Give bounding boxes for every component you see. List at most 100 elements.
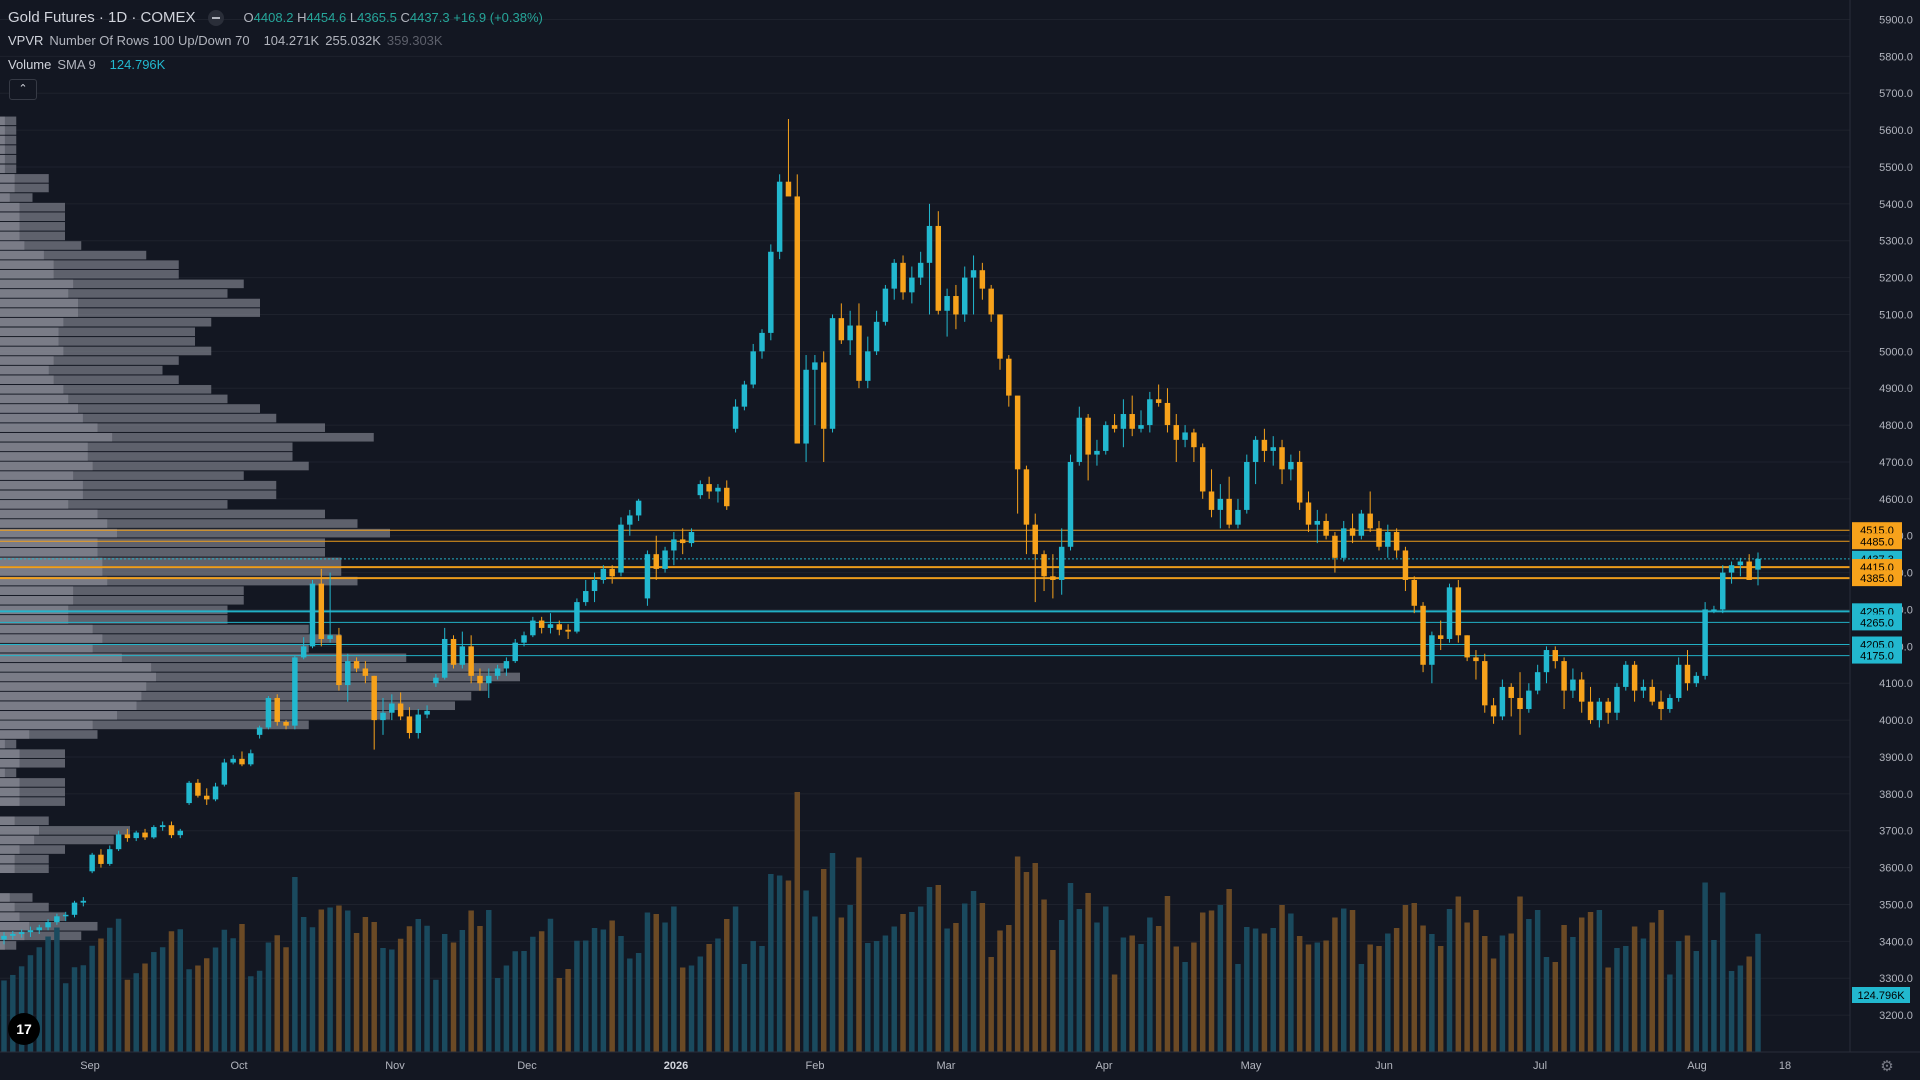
candle-body — [1455, 587, 1462, 636]
volume-bar — [917, 906, 924, 1052]
candle — [159, 821, 166, 831]
vpvr-bar-up — [0, 135, 5, 145]
vpvr-bar-up — [0, 643, 93, 653]
candle — [891, 259, 897, 300]
tradingview-logo-icon[interactable]: 17 — [8, 1013, 40, 1045]
candle-body — [1217, 498, 1224, 510]
volume-bar — [865, 943, 871, 1052]
volume-bar — [292, 877, 298, 1052]
volume-bar — [979, 903, 986, 1052]
vpvr-bar — [0, 413, 277, 423]
candle — [803, 355, 809, 462]
candle-body — [1261, 439, 1268, 451]
candle-body — [1191, 432, 1197, 448]
candle — [177, 828, 184, 839]
candle-body — [389, 703, 395, 713]
volume-bar — [345, 910, 351, 1052]
candle-body — [1570, 679, 1576, 691]
gear-icon[interactable]: ⚙ — [1880, 1058, 1894, 1075]
volume-bar — [486, 910, 492, 1052]
candle-body — [230, 758, 236, 763]
vpvr-legend[interactable]: VPVR Number Of Rows 100 Up/Down 70 104.2… — [8, 33, 443, 48]
y-tick-label: 4800.0 — [1879, 420, 1913, 432]
candle — [1067, 454, 1074, 551]
volume-bar — [177, 929, 184, 1052]
x-tick-label: 18 — [1779, 1060, 1791, 1072]
x-tick-label: Nov — [385, 1060, 405, 1072]
candle — [450, 635, 457, 669]
candle-body — [679, 539, 686, 544]
time-axis-background — [0, 1052, 1920, 1080]
volume-bar — [538, 931, 545, 1052]
vpvr-bar — [0, 500, 228, 509]
vpvr-bar — [0, 317, 212, 327]
vpvr-bar-up — [0, 921, 30, 931]
candle-body — [574, 602, 580, 632]
candle-body — [27, 930, 34, 933]
volume-bar — [1684, 935, 1691, 1052]
candle-body — [89, 854, 95, 872]
volume-bar — [1437, 946, 1444, 1052]
volume-legend[interactable]: Volume SMA 9 124.796K — [8, 57, 165, 72]
volume-bar — [274, 935, 280, 1052]
candle-body — [503, 661, 510, 669]
vpvr-name: VPVR — [8, 33, 44, 48]
vpvr-bar — [0, 365, 163, 375]
volume-bar — [1182, 962, 1188, 1052]
candle-body — [847, 325, 853, 341]
candle — [785, 119, 792, 197]
candle — [380, 697, 386, 735]
candle — [1138, 410, 1144, 433]
volume-bar — [1658, 910, 1664, 1052]
candle-body — [1182, 432, 1188, 440]
time-axis: Sep Oct Nov Dec 2026 Feb Mar Apr May Jun Jul Aug 18 — [0, 1051, 1920, 1080]
vpvr-bar — [0, 145, 17, 154]
candle — [1006, 355, 1012, 407]
volume-bar — [1288, 913, 1294, 1052]
vpvr-bar — [0, 595, 244, 605]
x-tick-label: Dec — [517, 1060, 537, 1072]
vpvr-bar — [0, 778, 65, 787]
vpvr-bar — [0, 135, 17, 145]
collapse-legend-button[interactable]: ⌃ — [9, 79, 37, 100]
volume-bar — [45, 936, 51, 1052]
volume-value: 124.796K — [109, 57, 166, 72]
candle-body — [362, 668, 369, 676]
candle-body — [1173, 425, 1180, 440]
vpvr-bar-up — [0, 758, 20, 768]
candle-body — [1614, 686, 1620, 713]
candle — [1490, 697, 1497, 724]
volume-axis-label: 124.796K — [1857, 990, 1905, 1002]
volume-bar — [1596, 910, 1603, 1052]
vpvr-bar — [0, 461, 309, 471]
vpvr-bar-up — [0, 634, 103, 643]
volume-bar — [459, 930, 466, 1052]
candle-body — [944, 296, 950, 311]
candle-body — [856, 325, 862, 381]
vpvr-bar — [0, 643, 309, 653]
candle — [283, 720, 289, 730]
candle-body — [1578, 679, 1585, 702]
candle — [1720, 565, 1726, 614]
candle-body — [1693, 675, 1700, 684]
candle — [195, 779, 201, 798]
vpvr-bar — [0, 442, 293, 452]
vpvr-bar — [0, 567, 342, 576]
candle-body — [706, 484, 712, 492]
candle — [1014, 395, 1021, 514]
vpvr-bar — [0, 337, 195, 346]
candle-body — [909, 277, 915, 293]
vpvr-bar — [0, 212, 65, 222]
eye-icon[interactable] — [207, 9, 224, 26]
volume-bar — [591, 928, 598, 1052]
vpvr-bar — [0, 931, 82, 941]
y-tick-label: 5100.0 — [1879, 309, 1913, 321]
candle — [1675, 657, 1682, 702]
y-tick-label: 3700.0 — [1879, 826, 1913, 838]
volume-bar — [159, 947, 166, 1052]
candle — [1711, 605, 1717, 614]
candle-body — [1147, 399, 1153, 426]
symbol-title[interactable]: Gold Futures · 1D · COMEX — [8, 9, 196, 26]
volume-bar — [1067, 883, 1074, 1052]
